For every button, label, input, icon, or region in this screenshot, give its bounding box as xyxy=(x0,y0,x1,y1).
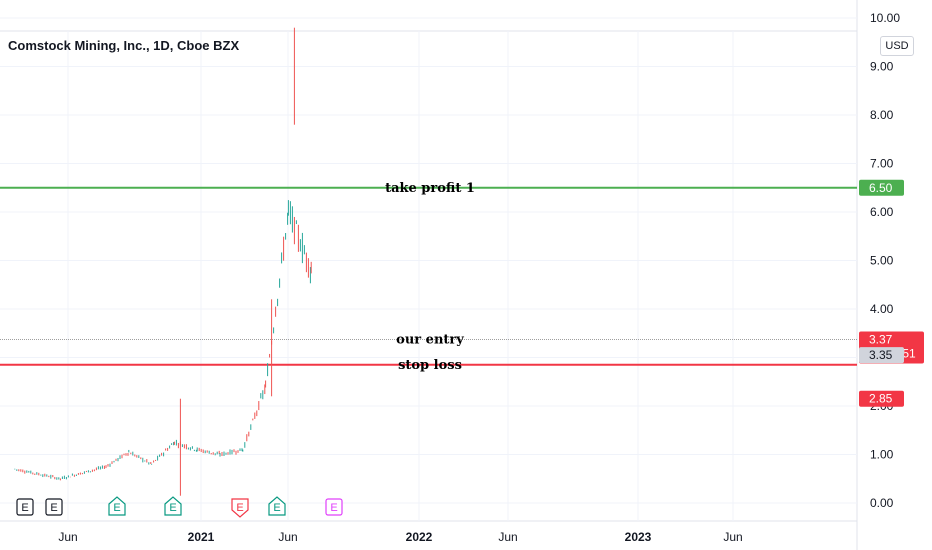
earnings-marker[interactable] xyxy=(45,498,63,516)
x-tick-label: 2023 xyxy=(625,530,652,544)
stop-loss-price-tag: 2.85 xyxy=(869,392,893,406)
current-price-value: 3.37 xyxy=(869,333,893,347)
earnings-marker-label: E xyxy=(113,502,120,514)
earnings-marker-label: E xyxy=(169,502,176,514)
y-tick-label: 4.00 xyxy=(870,302,894,316)
earnings-marker-label: E xyxy=(21,502,28,514)
earnings-marker-label: E xyxy=(236,502,243,514)
y-tick-label: 5.00 xyxy=(870,254,894,268)
earnings-marker[interactable] xyxy=(108,496,126,516)
y-tick-label: 9.00 xyxy=(870,60,894,74)
y-tick-label: 10.00 xyxy=(870,11,900,25)
y-tick-label: 6.00 xyxy=(870,205,894,219)
x-tick-label: 2021 xyxy=(188,530,215,544)
x-tick-label: Jun xyxy=(498,530,517,544)
take-profit-price-tag-bg xyxy=(859,179,904,196)
earnings-marker-label: E xyxy=(273,502,280,514)
currency-button[interactable]: USD xyxy=(880,36,914,56)
earnings-marker[interactable] xyxy=(268,496,286,516)
stop-loss-price-bg xyxy=(859,390,904,407)
take-profit-price-tag: 6.50 xyxy=(869,181,893,195)
y-tick-label: 0.00 xyxy=(870,496,894,510)
level-annotation: take profit 1 xyxy=(385,181,475,196)
y-tick-label: 7.00 xyxy=(870,157,894,171)
x-tick-label: 2022 xyxy=(406,530,433,544)
y-tick-label: 1.00 xyxy=(870,448,894,462)
earnings-marker[interactable] xyxy=(325,498,343,516)
prev-close-value: 3.35 xyxy=(869,348,893,362)
x-tick-label: Jun xyxy=(278,530,297,544)
x-tick-label: Jun xyxy=(58,530,77,544)
earnings-marker[interactable] xyxy=(231,498,249,518)
level-annotation: our entry xyxy=(396,333,464,348)
y-tick-label: 8.00 xyxy=(870,108,894,122)
level-annotation: stop loss xyxy=(398,358,462,373)
earnings-marker[interactable] xyxy=(16,498,34,516)
x-tick-label: Jun xyxy=(723,530,742,544)
prev-close-bg xyxy=(859,347,904,364)
earnings-marker-label: E xyxy=(50,502,57,514)
earnings-marker-label: E xyxy=(330,502,337,514)
earnings-marker[interactable] xyxy=(164,496,182,516)
chart-title: Comstock Mining, Inc., 1D, Cboe BZX xyxy=(8,38,240,53)
